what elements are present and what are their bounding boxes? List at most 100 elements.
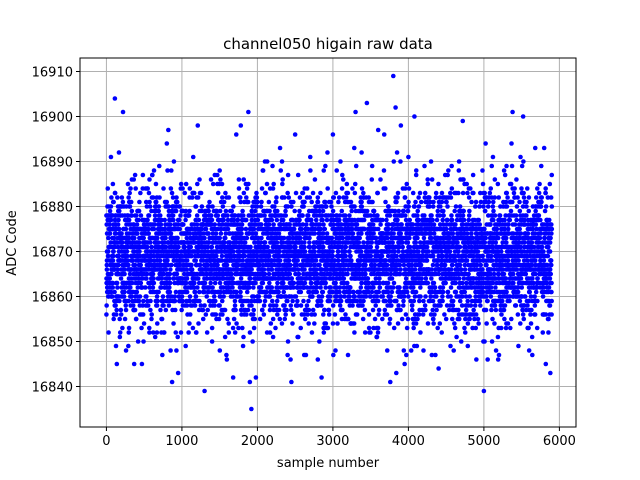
data-point xyxy=(177,262,183,268)
data-point xyxy=(392,249,397,254)
data-point xyxy=(333,280,338,286)
data-point xyxy=(407,244,413,250)
data-point xyxy=(213,231,219,236)
data-point xyxy=(346,316,351,322)
data-point xyxy=(409,303,415,308)
data-point xyxy=(412,204,417,209)
data-point xyxy=(163,267,169,272)
data-point xyxy=(165,258,170,263)
data-point xyxy=(282,316,288,322)
data-point xyxy=(289,204,294,209)
data-point xyxy=(163,244,169,250)
data-point xyxy=(280,217,286,223)
data-point xyxy=(318,190,323,196)
data-point xyxy=(144,271,150,277)
data-point xyxy=(217,348,223,353)
data-point xyxy=(336,199,341,205)
data-point xyxy=(293,244,298,250)
data-point xyxy=(450,231,456,236)
data-point xyxy=(401,348,407,353)
data-point xyxy=(111,316,116,322)
data-point xyxy=(175,235,180,241)
data-point xyxy=(442,312,447,317)
data-point xyxy=(352,294,358,299)
data-point xyxy=(312,249,317,254)
data-point xyxy=(465,343,471,349)
data-point xyxy=(128,285,133,290)
data-point xyxy=(390,285,396,290)
data-point xyxy=(178,330,184,335)
data-point xyxy=(307,235,312,241)
data-point xyxy=(404,352,409,358)
data-point xyxy=(210,285,215,290)
data-point xyxy=(325,325,331,331)
data-point xyxy=(302,240,307,245)
data-point xyxy=(156,208,161,214)
data-point xyxy=(395,195,400,200)
data-point xyxy=(462,330,468,335)
data-point xyxy=(267,208,272,214)
data-point xyxy=(414,343,420,349)
data-point xyxy=(323,321,329,326)
data-point xyxy=(449,163,454,169)
data-point xyxy=(124,249,130,254)
data-point xyxy=(232,298,238,304)
data-point xyxy=(172,298,178,304)
data-point xyxy=(354,222,360,227)
data-point xyxy=(222,307,228,313)
data-point xyxy=(371,231,376,236)
data-point xyxy=(167,280,173,286)
data-point xyxy=(248,244,253,250)
data-point xyxy=(270,316,276,322)
data-point xyxy=(400,244,405,250)
data-point xyxy=(422,163,427,169)
data-point xyxy=(448,285,454,290)
data-point xyxy=(182,190,188,196)
data-point xyxy=(203,312,209,317)
data-point xyxy=(195,276,201,281)
data-point xyxy=(109,271,114,277)
data-point xyxy=(208,213,214,218)
data-point xyxy=(117,316,123,322)
data-point xyxy=(440,298,445,304)
data-point xyxy=(457,298,463,304)
data-point xyxy=(330,303,336,308)
data-point xyxy=(333,190,339,196)
data-point xyxy=(240,258,246,263)
data-point xyxy=(472,204,478,209)
data-point xyxy=(111,235,117,241)
data-point xyxy=(281,289,287,295)
data-point xyxy=(177,226,183,232)
data-point xyxy=(434,307,439,313)
data-point xyxy=(279,159,285,164)
data-point xyxy=(361,240,366,245)
data-point xyxy=(412,294,418,299)
data-point xyxy=(456,276,462,281)
data-point xyxy=(189,267,195,272)
data-point xyxy=(359,204,365,209)
data-point xyxy=(157,258,163,263)
data-point xyxy=(220,312,225,317)
data-point xyxy=(195,195,201,200)
data-point xyxy=(335,249,341,254)
data-point xyxy=(301,204,306,209)
data-point xyxy=(105,186,111,191)
data-point xyxy=(418,294,423,299)
data-point xyxy=(178,213,183,218)
data-point xyxy=(433,190,439,196)
data-point xyxy=(375,298,381,304)
data-point xyxy=(135,231,140,236)
data-point xyxy=(403,312,409,317)
data-point xyxy=(457,244,463,250)
data-point xyxy=(232,330,238,335)
data-point xyxy=(223,190,228,196)
data-point xyxy=(189,195,195,200)
data-point xyxy=(153,199,159,205)
data-point xyxy=(368,253,374,259)
data-point xyxy=(106,330,111,335)
data-point xyxy=(138,262,144,268)
data-point xyxy=(255,217,261,223)
data-point xyxy=(244,195,249,200)
data-point xyxy=(197,289,202,295)
data-point xyxy=(200,316,206,322)
